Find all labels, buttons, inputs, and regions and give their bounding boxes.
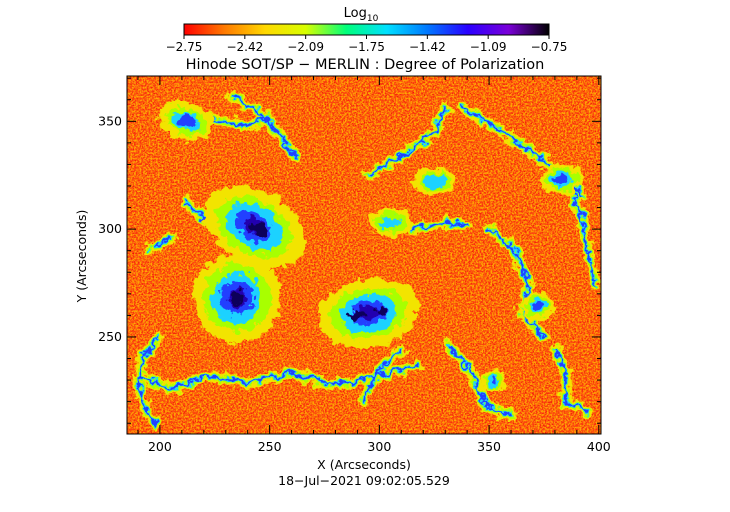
network-lane-core — [137, 336, 159, 425]
network-lane-core — [150, 236, 172, 250]
pore-right-core-a — [348, 310, 367, 321]
polarization-map — [77, 76, 601, 434]
network-lane-core — [571, 189, 596, 284]
colorbar-tick-label: −1.42 — [409, 40, 446, 54]
x-tick-label: 400 — [587, 439, 611, 454]
colorbar-tick-label: −1.09 — [470, 40, 507, 54]
x-tick-label: 350 — [477, 439, 501, 454]
colorbar-label-sub: 10 — [367, 14, 379, 24]
pore-main-core — [229, 291, 244, 306]
y-axis-ticks: 350 300 250 — [98, 77, 601, 424]
pore-right-core-b — [373, 306, 386, 317]
plage-bottom-left-layer-2 — [83, 398, 96, 414]
plot-frame — [126, 75, 602, 435]
colorbar-tick-label: −0.75 — [531, 40, 568, 54]
network-lane-core — [360, 348, 403, 403]
colorbar-label-main: Log — [344, 6, 367, 21]
timestamp: 18−Jul−2021 09:02:05.529 — [278, 473, 450, 488]
colorbar-tick-label: −2.75 — [166, 40, 203, 54]
y-tick-label: 350 — [98, 113, 122, 128]
network-lane-core — [411, 221, 469, 231]
colorbar-ticks: −2.75 −2.42 −2.09 −1.75 −1.42 −1.09 −0.75 — [166, 35, 568, 54]
network-lane-core — [553, 346, 589, 414]
network-lane-core — [229, 94, 297, 159]
colorbar-tick-label: −1.75 — [348, 40, 385, 54]
plage-bottom-left-layer-0 — [77, 390, 103, 422]
colorbar-tick-label: −2.09 — [287, 40, 324, 54]
network-lane-core — [448, 344, 512, 416]
colorbar-tick-label: −2.42 — [226, 40, 263, 54]
y-tick-label: 300 — [98, 221, 122, 236]
chart-title: Hinode SOT/SP − MERLIN : Degree of Polar… — [186, 57, 545, 73]
x-axis-ticks: 200 250 300 350 400 — [137, 76, 611, 454]
colorbar-label: Log10 — [344, 6, 379, 24]
network-lane-core — [137, 364, 420, 390]
x-tick-label: 250 — [258, 439, 282, 454]
plage-top-right-layer-3 — [555, 174, 568, 185]
network-lane-core — [488, 228, 545, 338]
plage-bottom-mid-layer-3 — [490, 377, 497, 384]
plage-top-center-layer-2 — [423, 174, 446, 189]
network-lane-core — [367, 107, 447, 177]
x-tick-label: 200 — [148, 439, 172, 454]
plage-mid-right-layer-3 — [532, 302, 543, 311]
y-tick-label: 250 — [98, 329, 122, 344]
magnetic-structures — [77, 89, 600, 429]
plage-top-left-layer-3 — [176, 114, 196, 128]
colorbar: Log10 −2.75 −2.42 −2.09 −1.75 −1.42 −1.09 −0.7… — [166, 6, 568, 54]
x-tick-label: 300 — [367, 439, 391, 454]
plage-bottom-left-layer-1 — [80, 394, 99, 418]
plage-bottom-left-layer-3 — [86, 401, 94, 411]
colorbar-strip — [183, 23, 550, 36]
plage-center-top-layer-2 — [380, 216, 400, 229]
pore-upper-core — [249, 222, 268, 236]
y-axis-label: Y (Arcseconds) — [74, 210, 89, 304]
x-axis-label: X (Arcseconds) — [317, 457, 411, 472]
